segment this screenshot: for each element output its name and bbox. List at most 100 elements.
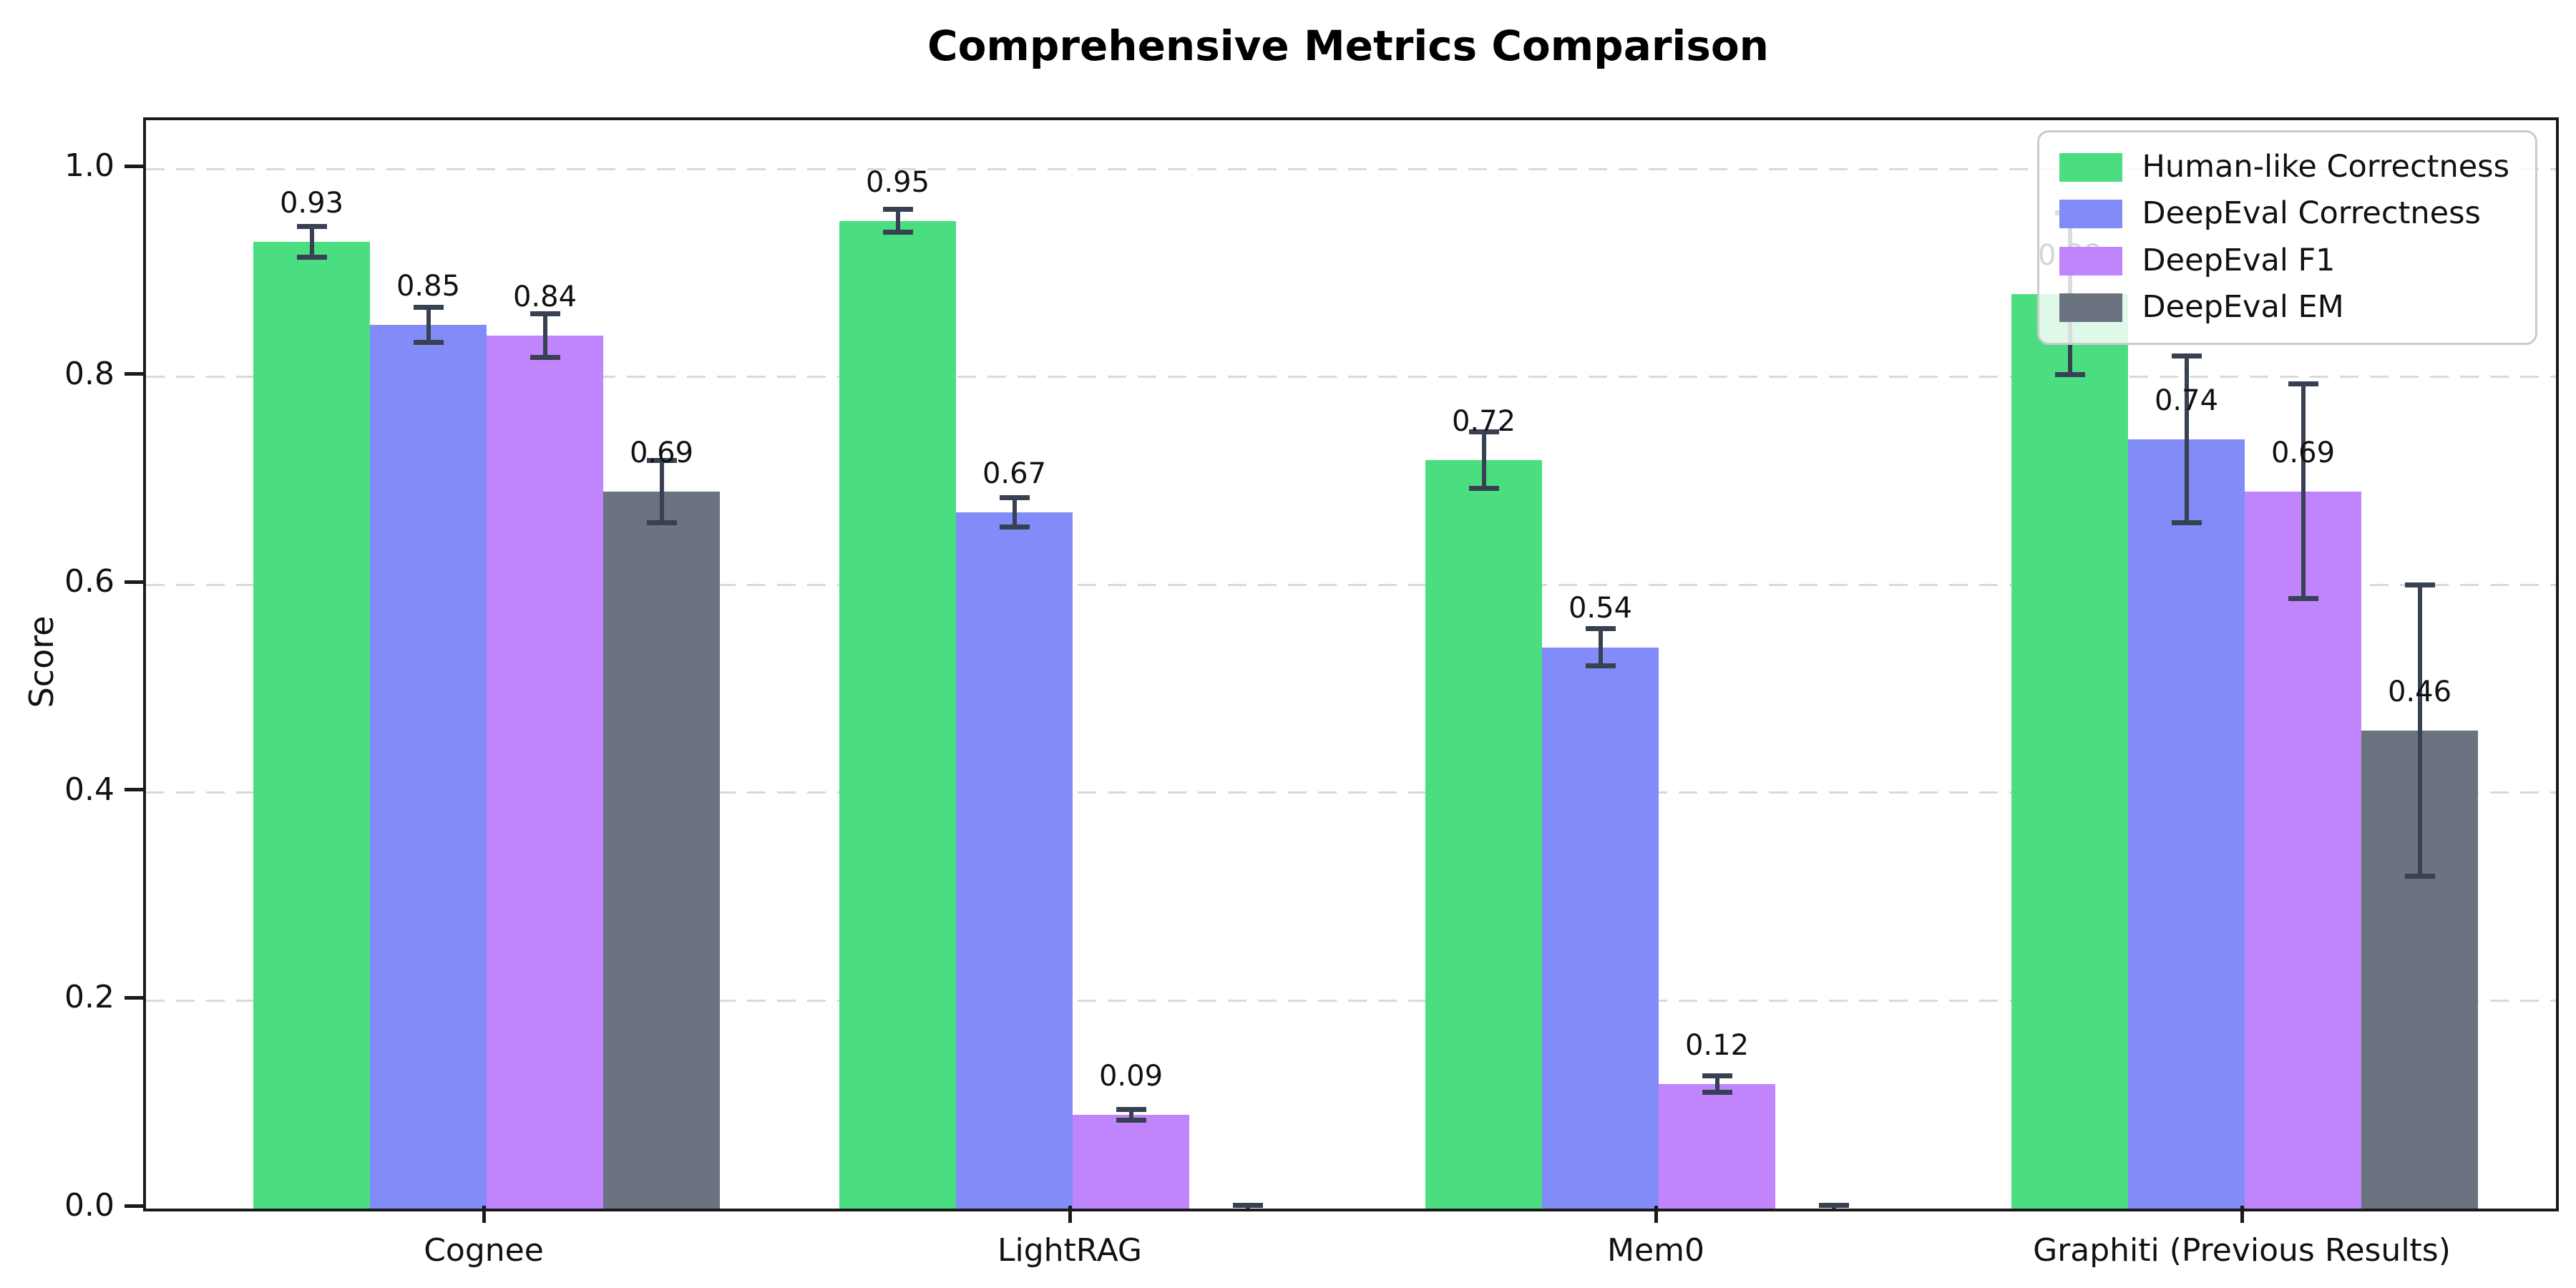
y-tick-label: 0.2 [64,979,114,1016]
error-bar-line [1012,497,1017,527]
error-bar-cap [1818,1203,1849,1209]
gridline [146,791,2556,794]
legend: Human-like Correctness DeepEval Correctne… [2036,130,2537,345]
bar [1073,1115,1189,1209]
bar [1659,1083,1775,1209]
bar-value-label: 0.74 [2154,384,2219,417]
error-bar-line [659,460,664,523]
bar [956,512,1073,1209]
error-bar-cap [413,304,444,310]
bar-value-label: 0.12 [1684,1028,1750,1062]
legend-label: DeepEval EM [2142,289,2344,326]
y-tick-mark [125,580,143,584]
bar [839,220,956,1209]
error-bar-cap [1116,1118,1146,1123]
error-bar-line [2184,356,2189,523]
error-bar-cap [2288,595,2318,601]
y-tick-mark [125,372,143,376]
error-bar-line [309,226,314,258]
x-tick-label: LightRAG [997,1232,1143,1269]
error-bar-cap [646,519,677,525]
legend-swatch [2059,246,2122,275]
error-bar-cap [1232,1203,1263,1209]
error-bar-line [2417,585,2422,877]
bar [1542,647,1659,1209]
error-bar-cap [2404,582,2435,587]
error-bar-cap [1702,1089,1732,1095]
error-bar-cap [530,311,560,316]
y-tick-mark [125,788,143,792]
legend-layer: Human-like Correctness DeepEval Correctne… [143,117,2553,1206]
bar [1425,460,1542,1209]
error-bar-line [542,313,547,358]
error-bar-cap [1116,1107,1146,1113]
error-bar-cap [999,524,1030,530]
error-bar-cap [1702,1073,1732,1078]
error-bar-cap [296,223,327,229]
error-bar-cap [413,340,444,346]
error-bar-cap [2404,873,2435,879]
bar [370,325,487,1209]
legend-item: DeepEval Correctness [2059,195,2509,232]
y-tick-label: 0.6 [64,563,114,600]
error-bar-line [1598,628,1603,666]
error-bar-cap [646,457,677,463]
error-bar-cap [1585,663,1616,669]
legend-swatch [2059,152,2122,182]
y-axis-label: Score [22,615,61,708]
y-tick-label: 1.0 [64,147,114,185]
bar-value-label: 0.95 [865,165,930,199]
bar-value-label: 0.09 [1098,1060,1163,1093]
y-tick-label: 0.0 [64,1187,114,1224]
error-bar-cap [2288,381,2318,387]
error-bar-cap [882,230,913,235]
gridline [146,583,2556,586]
gridline [146,167,2556,170]
error-bar-cap [999,494,1030,500]
y-tick-label: 0.8 [64,355,114,392]
bar-value-label: 0.69 [629,436,694,469]
y-tick-mark [125,164,143,168]
error-bar-cap [2171,519,2202,525]
error-bar-cap [882,207,913,213]
bar-value-label: 0.72 [1451,404,1516,438]
legend-item: DeepEval F1 [2059,243,2509,278]
bar-value-label: 0.46 [2387,675,2452,708]
y-tick-label: 0.4 [64,771,114,808]
gridline [146,376,2556,379]
x-tick-label: Cognee [424,1232,544,1269]
x-tick-label: Mem0 [1607,1232,1704,1269]
bar [603,491,720,1209]
bar-value-label: 0.84 [512,280,577,313]
legend-label: Human-like Correctness [2142,149,2509,185]
legend-label: DeepEval F1 [2142,242,2336,278]
bar [2128,439,2245,1209]
bar [253,241,370,1209]
error-bar-cap [2171,353,2202,359]
y-tick-mark [125,1204,143,1208]
error-bar-line [1714,1075,1719,1093]
error-bar-cap [2054,372,2085,378]
bar [2245,491,2361,1209]
gridline [146,999,2556,1002]
bar-value-label: 0.69 [2270,436,2336,469]
legend-swatch [2059,293,2122,323]
legend-label: DeepEval Correctness [2142,195,2481,232]
bar-value-label: 0.67 [982,457,1047,490]
bar-value-label: 0.93 [279,186,344,220]
error-bar-cap [1585,625,1616,631]
x-tick-label: Graphiti (Previous Results) [2033,1232,2451,1269]
y-tick-mark [125,995,143,1000]
bar [487,335,603,1209]
bar-value-label: 0.85 [396,270,461,303]
error-bar-cap [1468,485,1499,491]
error-bar-line [1481,431,1486,489]
chart-title: Comprehensive Metrics Comparison [927,21,1769,70]
legend-swatch [2059,200,2122,229]
legend-item: Human-like Correctness [2059,149,2509,185]
legend-item: DeepEval EM [2059,289,2509,326]
error-bar-line [895,209,900,233]
bar-value-label: 0.54 [1568,592,1633,625]
error-bar-cap [296,255,327,260]
